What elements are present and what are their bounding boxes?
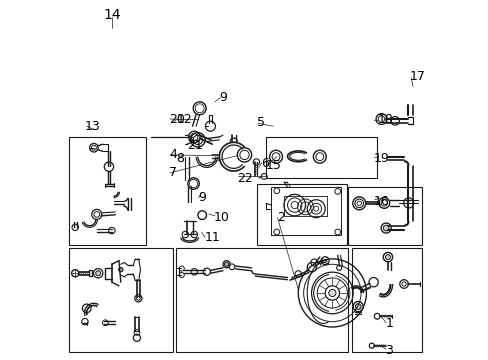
Circle shape [224,262,228,266]
Text: 8: 8 [176,152,184,165]
Text: 11: 11 [204,231,220,244]
Text: 9: 9 [219,91,227,104]
Text: 6: 6 [260,157,268,170]
Bar [176,248,348,352]
Bar [271,187,341,234]
Bar [257,184,346,244]
Text: 18: 18 [376,113,392,126]
Text: 19: 19 [373,152,388,165]
Text: 16: 16 [373,195,388,208]
Text: 21: 21 [187,139,203,152]
Text: 2: 2 [276,211,284,224]
Circle shape [385,255,389,260]
Text: 4: 4 [169,148,177,161]
Text: 9: 9 [198,192,205,204]
Text: 1: 1 [385,317,392,330]
Circle shape [119,267,122,272]
Text: 10: 10 [214,211,229,224]
Text: 7: 7 [169,166,177,179]
Text: 20: 20 [169,113,184,126]
Text: 14: 14 [103,8,121,22]
Bar [69,248,172,352]
Circle shape [383,225,388,231]
Bar [69,137,145,244]
Circle shape [96,271,101,276]
Circle shape [328,289,335,297]
Text: 17: 17 [408,69,425,82]
Text: 3: 3 [385,344,392,357]
Bar [351,248,421,352]
Bar [265,137,376,178]
Circle shape [355,304,360,310]
Text: 22: 22 [237,172,253,185]
Text: 15: 15 [265,159,281,172]
Text: 5: 5 [257,116,264,129]
Bar [348,187,421,244]
Text: 13: 13 [85,120,101,133]
Text: 12: 12 [176,113,192,126]
